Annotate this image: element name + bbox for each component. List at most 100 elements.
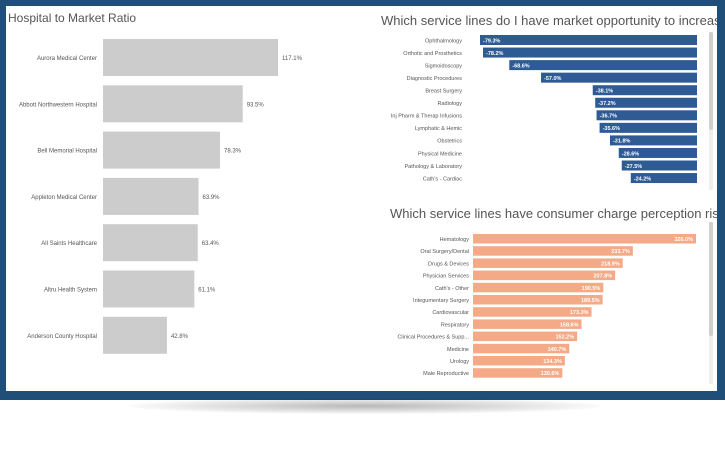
bar — [609, 135, 697, 146]
bar — [483, 47, 697, 58]
hospital-ratio-title: Hospital to Market Ratio — [8, 11, 137, 25]
category-label: Obstetrics — [437, 139, 462, 145]
data-label: 158.6% — [560, 322, 579, 328]
data-label: 130.6% — [541, 371, 560, 377]
data-label: 173.3% — [570, 310, 589, 316]
data-label: 61.1% — [198, 288, 216, 294]
bar — [473, 234, 696, 244]
data-label: 218.9% — [601, 261, 620, 267]
category-label: Orthotic and Prosthetics — [403, 51, 462, 57]
charge-risk-chart: Hematology 326.0% Oral Surgery/Dental 233.7… — [397, 234, 696, 378]
bar — [621, 160, 697, 171]
category-label: Physical Medicine — [418, 151, 462, 157]
data-label: 93.5% — [247, 102, 265, 108]
category-label: Male Reproductive — [423, 371, 469, 377]
bar — [473, 319, 582, 329]
bar — [473, 282, 604, 293]
bar — [103, 39, 278, 76]
data-label: -24.2% — [634, 176, 652, 182]
data-label: -31.8% — [613, 139, 631, 145]
data-label: 140.7% — [548, 347, 567, 353]
data-label: -38.1% — [596, 89, 614, 95]
bar — [509, 60, 697, 71]
bar — [473, 307, 592, 317]
data-label: -28.6% — [622, 151, 640, 157]
bar — [596, 110, 697, 121]
data-label: -79.3% — [483, 38, 501, 44]
data-label: 326.0% — [674, 237, 693, 243]
bar — [103, 316, 167, 354]
category-label: Medicine — [447, 347, 469, 353]
category-label: Anderson County Hospital — [27, 334, 97, 340]
bar — [630, 173, 697, 184]
category-label: Drugs & Devices — [428, 261, 469, 267]
bar — [599, 122, 697, 133]
bar — [103, 177, 199, 215]
bar — [103, 270, 195, 308]
data-label: 152.2% — [555, 335, 574, 341]
bar — [541, 72, 697, 83]
bar — [473, 331, 578, 342]
bar — [595, 97, 697, 108]
bar — [473, 368, 563, 378]
bar — [618, 147, 697, 158]
category-label: Pathology & Laboratory — [405, 164, 463, 170]
data-label: -37.2% — [598, 101, 616, 107]
bar — [592, 85, 697, 96]
data-label: 63.9% — [202, 195, 220, 201]
category-label: Abbott Northwestern Hospital — [19, 102, 97, 108]
category-label: Diagnostic Procedures — [407, 76, 463, 82]
charge-risk-scrollbar-thumb[interactable] — [709, 222, 713, 336]
category-label: Hematology — [440, 237, 470, 243]
data-label: -68.6% — [512, 63, 530, 69]
data-label: 42.8% — [171, 334, 189, 340]
bar — [480, 35, 697, 45]
bar — [473, 356, 565, 366]
bar — [103, 131, 221, 169]
category-label: Clinical Procedures & Supp... — [397, 335, 469, 341]
category-label: Physician Services — [423, 274, 469, 280]
data-label: -78.2% — [486, 51, 504, 57]
category-label: Cardiovascular — [432, 310, 469, 316]
bar — [473, 295, 603, 305]
charge-risk-title: Which service lines have consumer charge… — [390, 206, 717, 221]
category-label: Integumentary Surgery — [413, 298, 469, 304]
category-label: Altru Health System — [44, 288, 97, 294]
data-label: 134.3% — [543, 359, 562, 365]
category-label: Lymphatic & Hemic — [415, 126, 462, 132]
bar — [473, 246, 633, 256]
category-label: Cath's - Other — [435, 286, 469, 292]
data-label: 63.4% — [202, 241, 220, 247]
category-label: Breast Surgery — [425, 89, 462, 95]
category-label: Urology — [450, 359, 469, 365]
category-label: Ophthalmology — [425, 38, 462, 44]
bar — [103, 85, 243, 123]
data-label: -35.6% — [603, 126, 621, 132]
data-label: 189.5% — [581, 298, 600, 304]
data-label: 207.8% — [593, 274, 612, 280]
category-label: Appleton Medical Center — [31, 195, 97, 201]
category-label: All Saints Healthcare — [41, 241, 97, 247]
bar — [473, 258, 623, 268]
category-label: Radiology — [438, 101, 463, 107]
report-canvas: Hospital to Market Ratio Aurora Medical … — [6, 6, 717, 391]
bar — [473, 343, 570, 354]
category-label: Aurora Medical Center — [37, 56, 97, 62]
data-label: -57.0% — [544, 76, 562, 82]
market-opportunity-title: Which service lines do I have market opp… — [381, 13, 717, 28]
data-label: 78.3% — [224, 149, 242, 155]
data-label: -27.5% — [625, 164, 643, 170]
data-label: 233.7% — [611, 249, 630, 255]
bar — [473, 270, 616, 281]
data-label: 190.5% — [582, 286, 601, 292]
category-label: Bell Memorial Hospital — [37, 149, 97, 155]
category-label: Inj Pharm & Therap Infusions — [391, 114, 462, 120]
category-label: Oral Surgery/Dental — [420, 249, 469, 255]
category-label: Respiratory — [441, 322, 469, 328]
category-label: Cath's - Cardiac — [423, 176, 463, 182]
data-label: 117.1% — [282, 56, 303, 62]
data-label: -36.7% — [600, 114, 618, 120]
market-opportunity-chart: Ophthalmology -79.3% Orthotic and Prosthet… — [391, 35, 697, 184]
market-opportunity-scrollbar-thumb[interactable] — [709, 32, 713, 130]
bar — [103, 224, 198, 262]
